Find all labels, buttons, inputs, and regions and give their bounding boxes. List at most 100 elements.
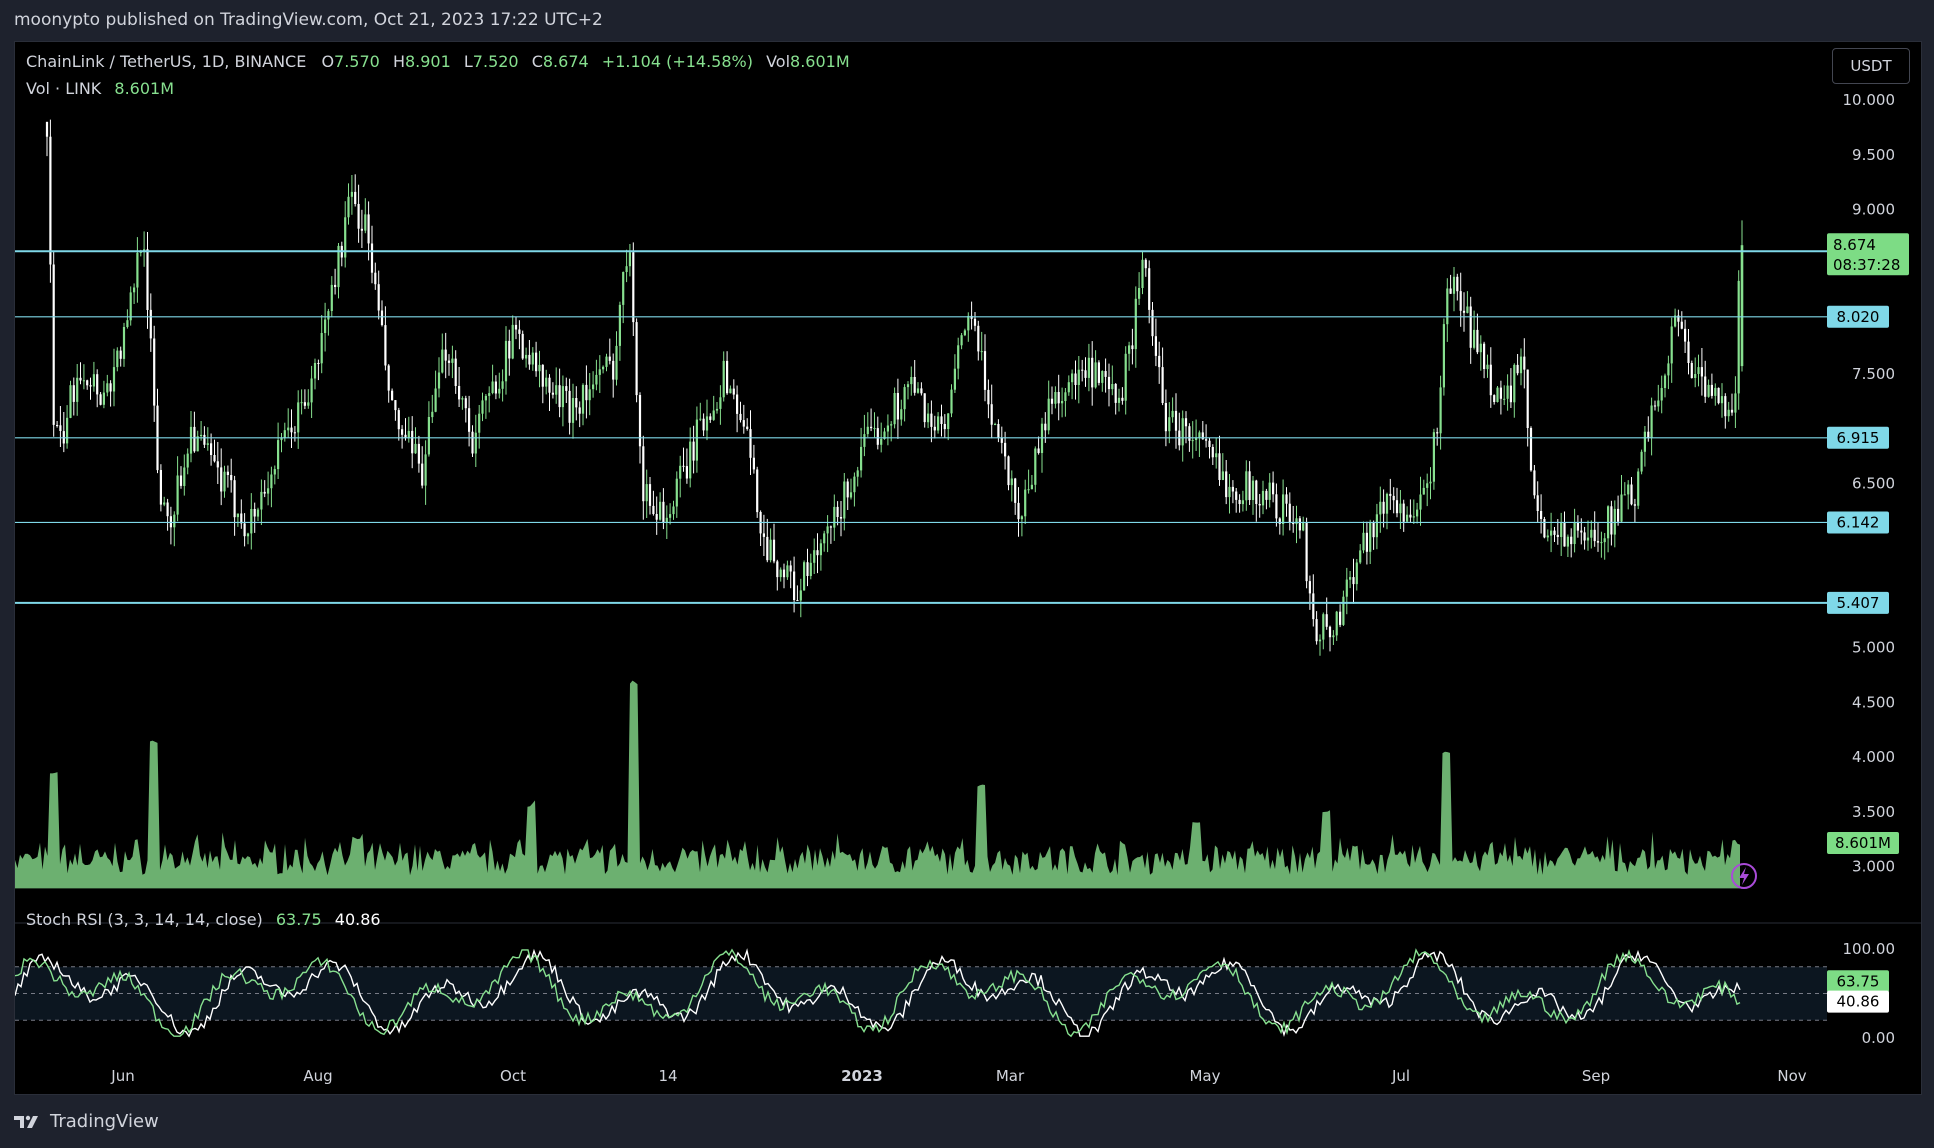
candle-body	[1486, 364, 1489, 370]
candle-body	[1476, 329, 1479, 353]
candle-body	[230, 475, 233, 481]
candle-body	[1620, 494, 1623, 522]
candle-body	[1667, 363, 1670, 376]
candle-body	[994, 424, 997, 425]
candle-body	[782, 569, 786, 578]
candle-body	[809, 562, 812, 576]
candle-body	[1101, 371, 1104, 383]
candle-body	[1412, 516, 1415, 518]
candle-body	[1543, 519, 1546, 538]
candle-body	[669, 514, 672, 518]
candle-body	[823, 533, 826, 544]
candle-body	[736, 394, 739, 414]
volume-legend-label[interactable]: Vol · LINK	[26, 79, 102, 98]
time-axis-tick: Sep	[1582, 1067, 1610, 1085]
candle-body	[1208, 440, 1211, 447]
candle-body	[910, 377, 913, 385]
candle-body	[220, 467, 223, 492]
candle-body	[260, 491, 263, 510]
last-price-label: 8.674	[1833, 236, 1876, 254]
level-label: 6.915	[1837, 429, 1880, 447]
candle-body	[940, 416, 943, 424]
candle-body	[1325, 614, 1328, 627]
candle-body	[585, 384, 588, 401]
tradingview-footer[interactable]: TradingView	[14, 1111, 159, 1132]
candle-body	[1402, 503, 1405, 522]
candle-body	[1342, 596, 1345, 625]
currency-button[interactable]: USDT	[1832, 48, 1910, 84]
stoch-k-value: 63.75	[275, 910, 322, 929]
candle-body	[1452, 276, 1456, 294]
candle-body	[920, 388, 923, 394]
candle-body	[320, 333, 323, 364]
tradingview-logo-icon	[14, 1115, 38, 1128]
candle-body	[1037, 448, 1040, 453]
candle-body	[762, 533, 765, 537]
candle-body	[1211, 447, 1214, 458]
close-value: 8.674	[542, 52, 589, 71]
candle-body	[538, 364, 541, 372]
candle-body	[726, 360, 729, 394]
candle-body	[819, 543, 822, 556]
candle-body	[642, 446, 645, 502]
candlestick-chart[interactable]: 10.000 9.500 9.000 7.500 6.500 5.000 4.500 4.00…	[15, 42, 1921, 1094]
last-price-box	[1827, 233, 1909, 276]
candle-body	[183, 467, 186, 486]
level-label-box	[1827, 511, 1889, 534]
candle-body	[1499, 387, 1502, 399]
candle-body	[226, 471, 229, 475]
candle-body	[1590, 529, 1593, 538]
candle-body	[957, 345, 960, 369]
candle-body	[1684, 328, 1687, 342]
chart-area[interactable]: 10.000 9.500 9.000 7.500 6.500 5.000 4.500 4.00…	[14, 41, 1922, 1095]
candle-body	[1439, 387, 1442, 434]
candle-body	[1379, 501, 1382, 515]
vol-value: 8.601M	[790, 52, 850, 71]
candle-body	[561, 386, 564, 408]
candle-body	[803, 562, 806, 591]
vol-label: Vol	[766, 52, 791, 71]
time-axis-tick: Nov	[1777, 1067, 1806, 1085]
tradingview-brand: TradingView	[50, 1111, 159, 1132]
candle-body	[1074, 373, 1077, 385]
candle-body	[1406, 514, 1409, 522]
candle-body	[833, 506, 836, 528]
candle-body	[1382, 501, 1385, 514]
symbol-name[interactable]: ChainLink / TetherUS, 1D, BINANCE	[26, 52, 307, 71]
stoch-legend-label[interactable]: Stoch RSI (3, 3, 14, 14, close)	[26, 910, 263, 929]
candle-body	[715, 408, 719, 411]
candle-body	[1670, 326, 1673, 364]
price-axis-tick: 5.000	[1852, 639, 1895, 657]
candle-body	[1134, 298, 1137, 350]
candle-body	[1509, 385, 1512, 403]
candle-body	[1158, 355, 1161, 368]
candle-body	[488, 393, 491, 396]
candle-body	[1000, 437, 1003, 443]
candle-body	[1007, 456, 1010, 486]
candle-body	[1318, 639, 1322, 642]
candle-body	[541, 364, 544, 387]
level-label-box	[1827, 591, 1889, 614]
candle-body	[769, 539, 772, 561]
candle-body	[1596, 541, 1600, 543]
price-axis-tick: 3.500	[1852, 803, 1895, 821]
level-label-box	[1827, 426, 1889, 449]
candle-body	[1131, 345, 1134, 350]
candle-body	[1473, 329, 1476, 348]
candle-body	[662, 501, 665, 523]
candle-body	[1050, 398, 1054, 404]
volume-value-label: 8.601M	[1835, 834, 1891, 852]
candle-body	[293, 432, 296, 434]
candle-body	[916, 388, 920, 393]
candle-body	[1004, 442, 1007, 457]
candle-body	[253, 509, 256, 517]
candle-body	[863, 434, 866, 447]
candle-body	[270, 474, 273, 489]
candle-body	[1027, 489, 1030, 491]
candle-body	[719, 397, 722, 409]
candle-body	[129, 292, 132, 321]
time-axis-tick: 14	[658, 1067, 677, 1085]
candle-body	[1355, 562, 1358, 585]
candle-body	[927, 413, 930, 423]
candle-body	[1697, 367, 1700, 374]
